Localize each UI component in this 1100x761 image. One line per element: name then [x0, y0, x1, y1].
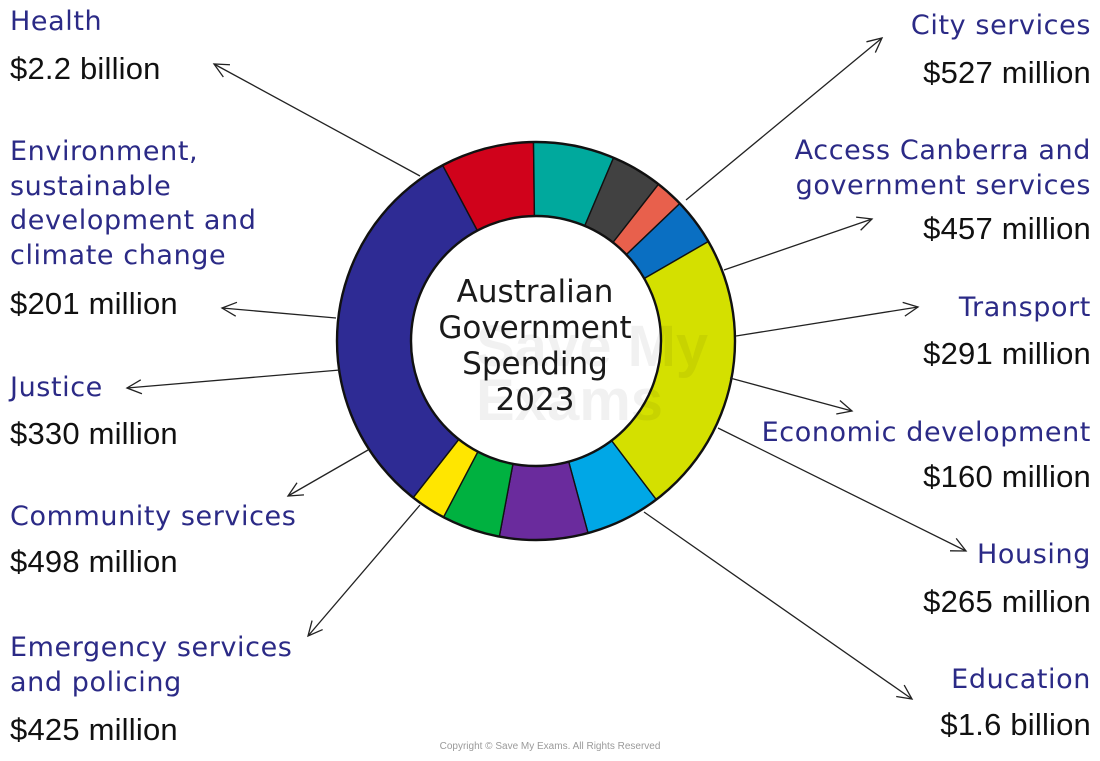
leader-arrowhead: [836, 400, 854, 415]
leader-arrowhead: [125, 379, 143, 395]
leader-arrow-line: [723, 218, 873, 271]
leader-arrow-line: [685, 37, 883, 201]
slice-label-justice: Justice: [10, 372, 103, 403]
donut-ring-outline: [409, 214, 663, 468]
slice-value-community-services: $498 million: [10, 544, 178, 579]
leader-arrow-line: [643, 511, 913, 700]
slice-label-emergency-services: Emergency services and policing: [10, 632, 293, 698]
watermark: Save My Exams: [476, 314, 776, 433]
slice-value-city-services: $527 million: [923, 55, 1091, 90]
slice-label-transport: Transport: [958, 292, 1091, 323]
watermark-line: Exams: [476, 368, 664, 433]
slice-label-housing: Housing: [977, 539, 1091, 570]
slice-value-transport: $291 million: [923, 336, 1091, 371]
leader-arrow-line: [287, 449, 369, 497]
leader-arrow-line: [735, 306, 919, 337]
leader-arrowhead: [307, 620, 323, 638]
leader-arrowhead: [856, 216, 874, 231]
slice-label-access-canberra: Access Canberra and government services: [794, 135, 1091, 201]
slice-label-city-services: City services: [910, 10, 1091, 41]
slice-label-economic-development: Economic development: [761, 417, 1091, 448]
leader-arrowhead: [866, 37, 884, 53]
slice-label-community-services: Community services: [10, 501, 297, 532]
slice-value-access-canberra: $457 million: [923, 211, 1091, 246]
chart-title-line: Government: [438, 310, 632, 346]
leader-arrow-line: [221, 307, 337, 319]
leader-arrow-line: [213, 63, 421, 177]
slice-value-housing: $265 million: [923, 584, 1091, 619]
leader-arrowhead: [902, 301, 920, 317]
slice-value-education: $1.6 billion: [940, 707, 1091, 742]
chart-title-line: Spending: [462, 346, 608, 382]
donut-ring-outline: [335, 140, 737, 542]
slice-value-environment: $201 million: [10, 286, 178, 321]
slice-label-environment: Environment, sustainable development and…: [10, 136, 257, 271]
leader-arrowhead: [212, 63, 231, 78]
leader-arrow-line: [307, 504, 421, 637]
slice-value-health: $2.2 billion: [10, 51, 161, 86]
leader-arrow-line: [717, 427, 967, 552]
chart-title-line: Australian: [456, 274, 614, 310]
watermark-line: Save My: [476, 314, 709, 379]
leader-arrow-line: [126, 369, 341, 389]
slice-value-justice: $330 million: [10, 416, 178, 451]
slice-label-health: Health: [10, 6, 103, 37]
leader-arrowhead: [949, 537, 968, 552]
leader-arrowhead: [286, 482, 305, 497]
leader-arrow-line: [729, 377, 853, 412]
slice-value-emergency-services: $425 million: [10, 712, 178, 747]
leader-arrowhead: [220, 301, 238, 317]
slice-value-economic-development: $160 million: [923, 459, 1091, 494]
slice-label-education: Education: [951, 664, 1091, 695]
chart-title-line: 2023: [495, 382, 575, 418]
chart-title: Australian Government Spending 2023: [410, 274, 660, 418]
leader-arrowhead: [896, 684, 914, 700]
copyright-notice: Copyright © Save My Exams. All Rights Re…: [439, 741, 661, 752]
